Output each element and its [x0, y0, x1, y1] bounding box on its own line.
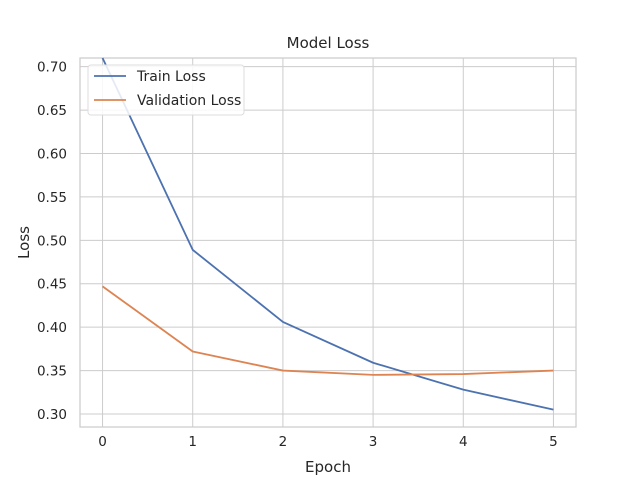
- x-tick-label: 5: [549, 434, 558, 450]
- y-tick-label: 0.60: [37, 147, 67, 163]
- x-tick-label: 3: [369, 434, 378, 450]
- x-tick-label: 0: [98, 434, 107, 450]
- plot-area: [79, 57, 577, 428]
- y-tick-label: 0.40: [37, 320, 67, 336]
- chart-title: Model Loss: [287, 34, 370, 52]
- legend-label-validation-loss: Validation Loss: [137, 93, 241, 109]
- y-tick-label: 0.45: [37, 277, 67, 293]
- x-tick-label: 4: [459, 434, 468, 450]
- y-tick-label: 0.50: [37, 233, 67, 249]
- x-axis-label: Epoch: [305, 458, 351, 476]
- tick-labels: 0 1 2 3 4 5 0.30 0.35 0.40 0.45 0.50 0.55 0.60 0.65 0.…: [37, 60, 558, 450]
- series-line-validation-loss: [102, 285, 554, 376]
- y-axis-label: Loss: [15, 226, 33, 259]
- legend-label-train-loss: Train Loss: [136, 69, 206, 85]
- x-tick-label: 1: [188, 434, 197, 450]
- legend-box: [87, 64, 245, 116]
- legend: Train Loss Validation Loss: [87, 64, 245, 116]
- y-tick-label: 0.35: [37, 364, 67, 380]
- series-line-train-loss: [101, 57, 554, 411]
- x-tick-label: 2: [279, 434, 288, 450]
- y-tick-label: 0.65: [37, 103, 67, 119]
- y-tick-label: 0.70: [37, 60, 67, 76]
- series-layer: [101, 57, 554, 411]
- grid: [80, 58, 576, 427]
- y-tick-label: 0.55: [37, 190, 67, 206]
- y-tick-label: 0.30: [37, 407, 67, 423]
